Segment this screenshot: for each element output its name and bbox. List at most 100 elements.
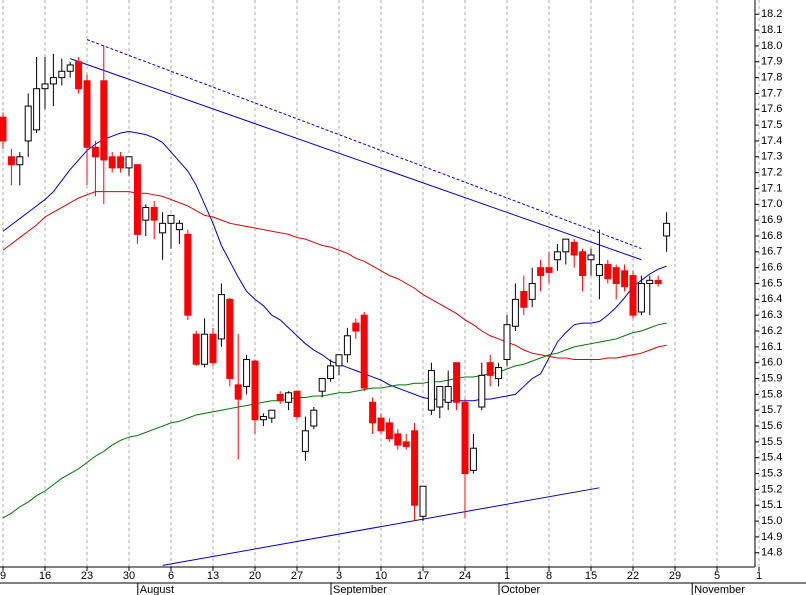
x-tick-label: 17	[417, 570, 429, 582]
y-tick-label: 16.5	[761, 277, 782, 289]
candle-body	[7, 156, 15, 166]
x-tick-label: 15	[585, 570, 597, 582]
moving-average	[2, 191, 667, 361]
y-tick-label: 18.2	[761, 8, 782, 20]
candle-body	[167, 214, 175, 224]
x-tick-label: 29	[669, 570, 681, 582]
y-tick-label: 15.4	[761, 452, 782, 464]
candle-body	[495, 366, 503, 380]
candle-body	[562, 238, 570, 253]
candle-body	[24, 105, 32, 142]
y-tick-label: 17.7	[761, 87, 782, 99]
y-tick-label: 17.4	[761, 135, 782, 147]
candle-body	[91, 146, 99, 158]
candle-body	[520, 290, 528, 308]
candle-body	[444, 385, 452, 403]
y-tick-label: 17.2	[761, 167, 782, 179]
trendline	[70, 58, 642, 261]
candle-body	[125, 156, 133, 169]
candle-body	[243, 359, 251, 387]
candle-body	[402, 441, 410, 448]
y-tick-label: 16.9	[761, 214, 782, 226]
y-tick-label: 15.1	[761, 499, 782, 511]
candle-body	[175, 222, 183, 231]
candle-body	[377, 417, 385, 432]
moving-average	[2, 322, 667, 519]
candle-body	[276, 393, 284, 402]
y-tick-label: 15.5	[761, 436, 782, 448]
candle-body	[49, 77, 57, 85]
candle-body	[209, 333, 217, 364]
candle-body	[251, 360, 259, 421]
candle-body	[226, 298, 234, 380]
candle-body	[360, 314, 368, 389]
candle-body	[587, 254, 595, 261]
y-tick-label: 17.8	[761, 72, 782, 84]
moving-average	[2, 130, 667, 402]
candle-body	[318, 378, 326, 392]
x-tick-label: 6	[168, 570, 174, 582]
y-tick-label: 16.0	[761, 357, 782, 369]
candle-body	[184, 233, 192, 316]
candle-body	[419, 485, 427, 517]
y-tick-label: 18.1	[761, 24, 782, 36]
candle-body	[427, 370, 435, 411]
candle-body	[133, 164, 141, 235]
candle-body	[604, 263, 612, 280]
candle-body	[142, 206, 150, 221]
y-tick-label: 17.5	[761, 119, 782, 131]
y-tick-label: 16.1	[761, 341, 782, 353]
candle-body	[41, 83, 49, 90]
candle-body	[285, 392, 293, 403]
candle-body	[528, 283, 536, 300]
candle-body	[654, 279, 662, 284]
y-tick-label: 14.9	[761, 531, 782, 543]
candle-body	[663, 222, 671, 237]
y-tick-label: 15.7	[761, 404, 782, 416]
candle-body	[436, 385, 444, 408]
candle-body	[621, 270, 629, 288]
y-tick-label: 14.8	[761, 547, 782, 559]
month-label: August	[140, 584, 174, 595]
x-tick-label: 5	[714, 570, 720, 582]
candle-body	[100, 80, 108, 161]
y-tick-label: 16.8	[761, 230, 782, 242]
x-tick-label: 16	[39, 570, 51, 582]
trendline	[162, 487, 600, 566]
x-tick-label: 20	[249, 570, 261, 582]
candle-body	[33, 88, 41, 131]
y-tick-label: 17.9	[761, 56, 782, 68]
candle-body	[343, 335, 351, 356]
candle-body	[369, 401, 377, 424]
y-tick-label: 16.2	[761, 325, 782, 337]
y-tick-label: 16.3	[761, 309, 782, 321]
y-tick-label: 17.6	[761, 103, 782, 115]
candle-body	[66, 64, 74, 72]
x-tick-label: 13	[207, 570, 219, 582]
x-tick-label: 22	[627, 570, 639, 582]
month-label: October	[501, 584, 540, 595]
candle-body	[595, 263, 603, 277]
candle-body	[637, 283, 645, 313]
candle-body	[385, 422, 393, 440]
y-tick-label: 15.8	[761, 388, 782, 400]
y-tick-label: 18.0	[761, 40, 782, 52]
candle-body	[0, 116, 7, 142]
candle-body	[411, 430, 419, 506]
candle-body	[461, 401, 469, 475]
candle-body	[545, 267, 553, 273]
candle-body	[159, 222, 167, 234]
candle-body	[108, 156, 116, 169]
x-tick-label: 23	[81, 570, 93, 582]
y-tick-label: 17.3	[761, 151, 782, 163]
y-tick-label: 15.2	[761, 483, 782, 495]
candle-body	[293, 390, 301, 418]
candle-body	[453, 362, 461, 403]
candle-body	[234, 384, 242, 400]
candle-body	[478, 374, 486, 408]
y-tick-label: 15.3	[761, 467, 782, 479]
candle-body	[486, 362, 494, 376]
candle-body	[58, 70, 66, 79]
candle-body	[629, 275, 637, 316]
